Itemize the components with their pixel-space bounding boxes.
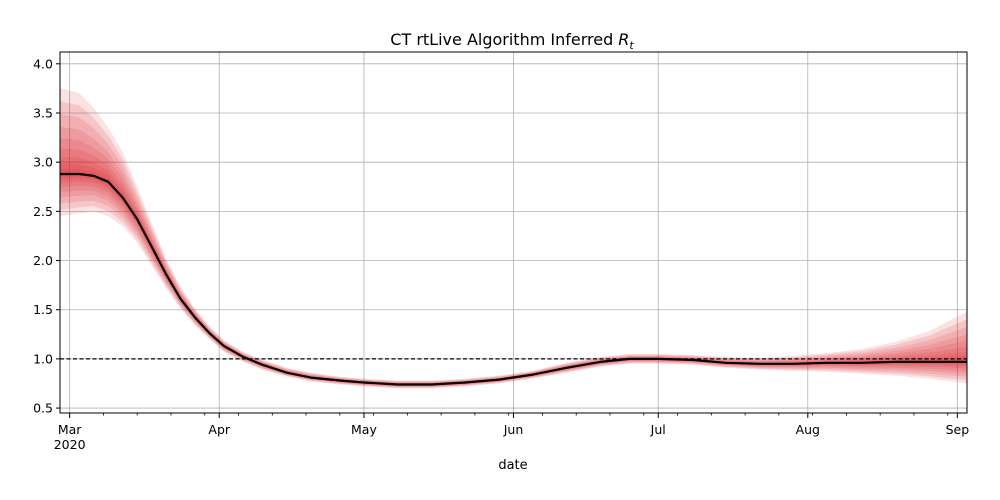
grid-lines	[60, 52, 967, 413]
credible-band	[60, 114, 967, 388]
x-tick-label: Sep	[946, 422, 970, 437]
y-tick-label: 1.0	[33, 351, 53, 366]
median-rt-line	[60, 172, 967, 386]
chart-title-subscript: t	[629, 39, 634, 52]
y-axis: 0.5 1.0 1.5 2.0 2.5 3.0 3.5 4.0	[33, 56, 60, 416]
median-line-group	[60, 172, 967, 386]
y-tick-label: 0.5	[33, 401, 53, 416]
y-tick-label: 4.0	[33, 56, 53, 71]
x-tick-label: Mar	[58, 422, 82, 437]
chart-title: CT rtLive Algorithm Inferred Rt	[390, 30, 634, 52]
y-tick-label: 3.5	[33, 105, 53, 120]
chart-title-text: CT rtLive Algorithm Inferred	[390, 30, 613, 49]
credible-band	[60, 126, 967, 387]
y-tick-label: 1.5	[33, 302, 53, 317]
x-axis-label: date	[498, 458, 527, 473]
chart-title-symbol: R	[618, 30, 629, 49]
y-tick-label: 2.0	[33, 253, 53, 268]
x-tick-label: Jun	[503, 422, 524, 437]
x-tick-label: May	[351, 422, 377, 437]
x-tick-sublabel: 2020	[54, 437, 86, 452]
x-tick-label: Aug	[796, 422, 820, 437]
x-tick-label: Jul	[650, 422, 666, 437]
y-tick-label: 2.5	[33, 204, 53, 219]
x-tick-label: Apr	[208, 422, 230, 437]
y-tick-label: 3.0	[33, 155, 53, 170]
